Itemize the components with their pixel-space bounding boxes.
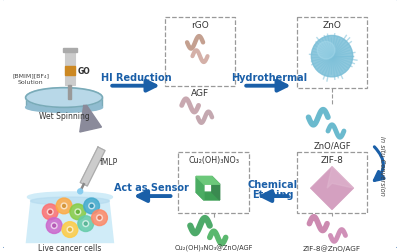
Circle shape — [78, 189, 83, 194]
Circle shape — [83, 221, 89, 227]
Bar — [296, 18, 368, 88]
Circle shape — [61, 203, 67, 209]
Circle shape — [70, 204, 86, 220]
Circle shape — [84, 222, 87, 225]
Circle shape — [68, 228, 72, 231]
Polygon shape — [196, 192, 220, 200]
Text: Cu₂(OH)₃NO₃: Cu₂(OH)₃NO₃ — [188, 155, 239, 165]
Polygon shape — [196, 177, 220, 184]
Bar — [296, 152, 368, 213]
Circle shape — [92, 210, 107, 226]
Circle shape — [67, 227, 73, 233]
Circle shape — [76, 210, 79, 213]
Circle shape — [49, 210, 52, 213]
Text: Live cancer cells: Live cancer cells — [38, 243, 102, 252]
Circle shape — [62, 222, 78, 237]
Text: Cu₂(OH)₃NO₃@ZnO/AGF: Cu₂(OH)₃NO₃@ZnO/AGF — [175, 244, 253, 251]
FancyBboxPatch shape — [26, 98, 102, 108]
Text: Chemical: Chemical — [248, 179, 298, 190]
Text: ZIF-8@ZnO/AGF: ZIF-8@ZnO/AGF — [303, 244, 361, 251]
Circle shape — [96, 215, 102, 221]
Bar — [178, 152, 249, 213]
Circle shape — [51, 223, 57, 229]
Circle shape — [47, 209, 53, 215]
Text: ZIF-8: ZIF-8 — [320, 155, 344, 165]
Text: ZnO/AGF: ZnO/AGF — [313, 141, 351, 150]
Bar — [164, 18, 236, 86]
Polygon shape — [80, 106, 102, 133]
Circle shape — [84, 198, 100, 214]
Text: AGF: AGF — [191, 89, 209, 98]
Ellipse shape — [26, 103, 102, 113]
Bar — [65, 67, 75, 76]
Polygon shape — [310, 167, 354, 210]
Text: rGO: rGO — [191, 21, 209, 30]
Circle shape — [317, 42, 335, 60]
Circle shape — [62, 205, 66, 208]
Ellipse shape — [30, 197, 109, 205]
Text: GO: GO — [78, 67, 90, 76]
Bar — [68, 85, 72, 99]
Bar — [63, 49, 77, 53]
Text: HI Reduction: HI Reduction — [101, 73, 171, 82]
Text: Hydrothermal: Hydrothermal — [231, 73, 307, 82]
Text: in situ Conversion: in situ Conversion — [379, 135, 385, 195]
Circle shape — [98, 216, 101, 219]
Text: Wet Spinning: Wet Spinning — [39, 111, 90, 120]
Circle shape — [56, 198, 72, 214]
Circle shape — [46, 218, 62, 234]
Polygon shape — [80, 147, 105, 186]
Ellipse shape — [26, 88, 102, 108]
Polygon shape — [196, 177, 204, 200]
Polygon shape — [327, 167, 354, 188]
Text: Act as Sensor: Act as Sensor — [114, 182, 189, 193]
Text: [BMIM][BF₄]
Solution: [BMIM][BF₄] Solution — [12, 73, 49, 84]
Circle shape — [90, 205, 93, 208]
Circle shape — [89, 203, 94, 209]
Circle shape — [53, 224, 56, 227]
Text: ZnO: ZnO — [322, 21, 342, 30]
Polygon shape — [212, 177, 220, 200]
Text: fMLP: fMLP — [100, 158, 118, 166]
Circle shape — [311, 36, 353, 78]
Polygon shape — [26, 197, 113, 242]
Ellipse shape — [28, 192, 112, 202]
Circle shape — [42, 204, 58, 220]
Bar — [65, 51, 75, 85]
Circle shape — [75, 209, 81, 215]
Text: Etching: Etching — [252, 189, 294, 199]
Circle shape — [78, 216, 94, 232]
